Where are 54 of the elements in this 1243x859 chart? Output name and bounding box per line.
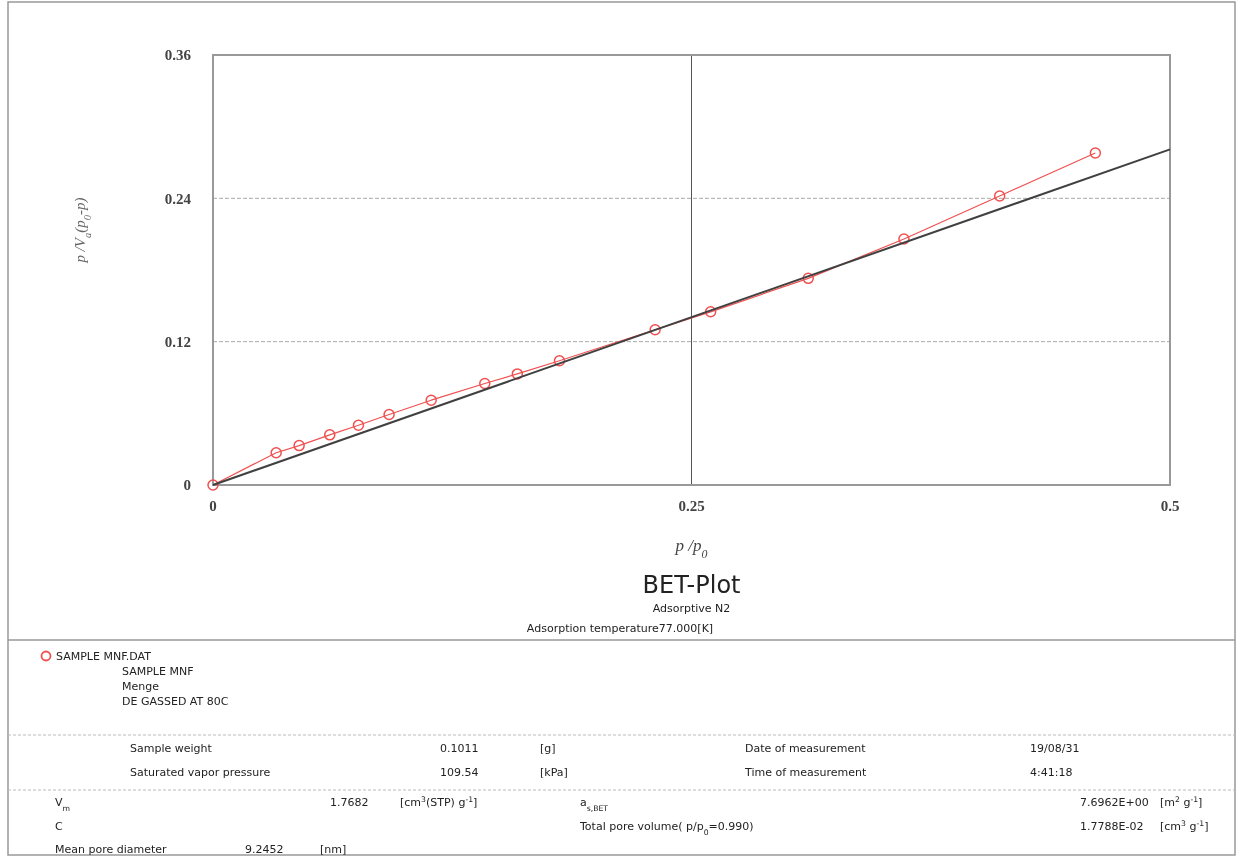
- y-tick-label: 0: [183, 477, 191, 494]
- text: 1.7788E-02: [1080, 820, 1144, 833]
- text: SAMPLE MNF: [122, 665, 194, 678]
- x-tick-label: 0: [209, 498, 217, 514]
- text: 9.2452: [245, 843, 284, 856]
- point: [425, 394, 437, 406]
- text: Total pore volume( p/p$_{0}$=0.990): [579, 820, 754, 837]
- text: 0.1011: [440, 742, 479, 755]
- text: Adsorptive N2: [652, 602, 731, 615]
- x-axis-title: p /p$_{0}$: [674, 536, 708, 561]
- text: 1.7682: [330, 796, 369, 809]
- point: [898, 233, 910, 245]
- text: V$_{m}$: [55, 796, 71, 813]
- text: [kPa]: [540, 766, 568, 779]
- point: [993, 190, 1006, 202]
- point: [270, 447, 282, 459]
- text: Time of measurement: [744, 766, 867, 779]
- point: [479, 377, 491, 390]
- point: [553, 355, 566, 367]
- text: Saturated vapor pressure: [130, 766, 271, 779]
- text: C: [55, 820, 63, 833]
- x-tick-label: 0.5: [1160, 498, 1180, 514]
- text: 7.6962E+00: [1080, 796, 1149, 809]
- point: [1089, 147, 1102, 159]
- text: a$_{s,BET}$: [580, 796, 609, 813]
- text: Menge: [122, 680, 160, 693]
- x-tick-label: 0.25: [678, 498, 705, 514]
- point: [383, 408, 395, 421]
- text: [cm$^{3}$(STP) g$^{-1}$]: [400, 794, 478, 809]
- y-tick-label: 0.12: [164, 333, 191, 350]
- y-tick-label: 0.36: [164, 47, 192, 64]
- point: [207, 479, 219, 491]
- text: Adsorption temperature77.000[K]: [526, 622, 714, 635]
- text: [m$^{2}$ g$^{-1}$]: [1160, 794, 1203, 809]
- point: [511, 368, 524, 380]
- text: Mean pore diameter: [55, 843, 168, 856]
- text: DE GASSED AT 80C: [122, 695, 229, 708]
- text: Sample weight: [130, 742, 213, 755]
- text: 19/08/31: [1030, 742, 1080, 755]
- text: Date of measurement: [745, 742, 867, 755]
- point: [802, 272, 814, 285]
- point: [352, 419, 365, 432]
- y-tick-label: 0.24: [164, 190, 192, 207]
- point: [293, 439, 305, 452]
- text: [cm$^{3}$ g$^{-1}$]: [1160, 818, 1209, 833]
- text: BET-Plot: [642, 571, 741, 599]
- point: [324, 429, 336, 441]
- point: [704, 306, 717, 318]
- text: 109.54: [440, 766, 479, 779]
- point: [649, 323, 661, 336]
- text: [nm]: [320, 843, 347, 856]
- text: [g]: [540, 742, 556, 755]
- text: 4:41:18: [1030, 766, 1073, 779]
- legend-label: SAMPLE MNF.DAT: [56, 650, 152, 663]
